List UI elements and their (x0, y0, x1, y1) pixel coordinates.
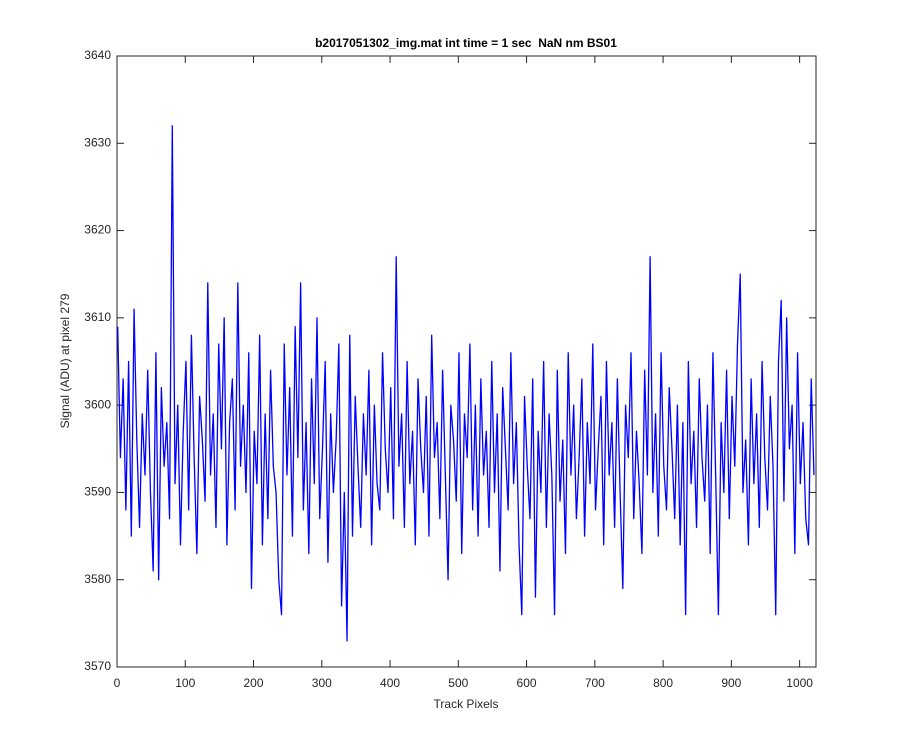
y-axis-label: Signal (ADU) at pixel 279 (58, 293, 72, 428)
x-tick-label: 600 (517, 676, 537, 690)
x-tick-label: 500 (448, 676, 468, 690)
y-tick-label: 3610 (84, 310, 111, 324)
y-tick-label: 3600 (84, 397, 111, 411)
x-tick-label: 0 (114, 676, 121, 690)
x-tick-label: 1000 (786, 676, 813, 690)
y-tick-label: 3640 (84, 48, 111, 62)
x-axis-label: Track Pixels (434, 697, 499, 711)
x-tick-label: 400 (380, 676, 400, 690)
x-tick-label: 800 (653, 676, 673, 690)
y-tick-label: 3630 (84, 135, 111, 149)
x-tick-label: 200 (244, 676, 264, 690)
x-tick-label: 700 (585, 676, 605, 690)
x-tick-label: 900 (721, 676, 741, 690)
y-tick-label: 3590 (84, 485, 111, 499)
data-line (117, 125, 815, 642)
chart-title: b2017051302_img.mat int time = 1 sec NaN… (315, 36, 617, 50)
y-tick-label: 3620 (84, 223, 111, 237)
y-tick-label: 3570 (84, 659, 111, 673)
plot-area (116, 55, 817, 668)
x-tick-label: 100 (175, 676, 195, 690)
y-tick-label: 3580 (84, 572, 111, 586)
x-tick-label: 300 (312, 676, 332, 690)
